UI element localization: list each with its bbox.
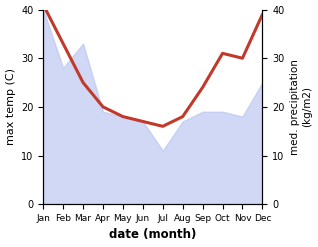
Y-axis label: med. precipitation
(kg/m2): med. precipitation (kg/m2) <box>290 59 313 155</box>
X-axis label: date (month): date (month) <box>109 228 197 242</box>
Y-axis label: max temp (C): max temp (C) <box>5 68 16 145</box>
